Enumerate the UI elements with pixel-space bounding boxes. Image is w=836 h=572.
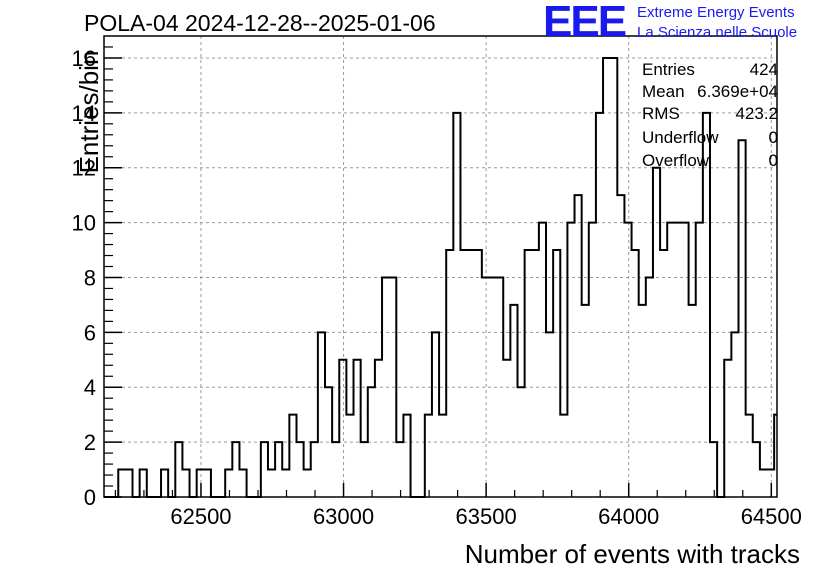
logo-text-line2: La Scienza nelle Scuole: [637, 24, 798, 41]
stat-underflow-label: Underflow: [642, 128, 719, 147]
y-tick-label: 6: [84, 320, 96, 345]
x-tick-label: 63500: [456, 504, 517, 529]
x-axis-ticks: 62500 63000 63500 64000 64500: [114, 483, 802, 529]
stat-underflow-value: 0: [768, 128, 778, 147]
stat-overflow-value: 0: [768, 151, 778, 170]
y-axis-ticks: 0 2 4 6 8 10 12 14 16: [72, 46, 122, 510]
y-tick-label: 12: [72, 156, 96, 181]
y-tick-label: 10: [72, 211, 96, 236]
x-tick-label: 63000: [313, 504, 374, 529]
stat-mean-label: Mean: [642, 82, 685, 101]
x-tick-label: 64000: [598, 504, 659, 529]
y-tick-label: 16: [72, 46, 96, 71]
y-axis-label: Entries/bin: [74, 51, 104, 174]
y-tick-label: 2: [84, 430, 96, 455]
logo-text-line1: Extreme Energy Events: [637, 4, 795, 21]
y-tick-label: 4: [84, 375, 96, 400]
y-tick-label: 14: [72, 101, 96, 126]
chart-title: POLA-04 2024-12-28--2025-01-06: [84, 10, 436, 36]
histogram-series: [104, 56, 777, 498]
stat-rms-value: 423.2: [735, 104, 778, 123]
stat-entries-label: Entries: [642, 60, 695, 79]
x-tick-label: 62500: [170, 504, 231, 529]
stat-rms-label: RMS: [642, 104, 680, 123]
y-tick-label: 0: [84, 485, 96, 510]
stat-entries-value: 424: [749, 60, 778, 79]
grid-lines: [104, 36, 777, 497]
stat-overflow-label: Overflow: [642, 151, 710, 170]
x-tick-label: 64500: [741, 504, 802, 529]
x-axis-label: Number of events with tracks: [465, 539, 800, 569]
y-tick-label: 8: [84, 265, 96, 290]
eee-logo: EEE: [543, 0, 627, 46]
stat-mean-value: 6.369e+04: [697, 82, 778, 101]
